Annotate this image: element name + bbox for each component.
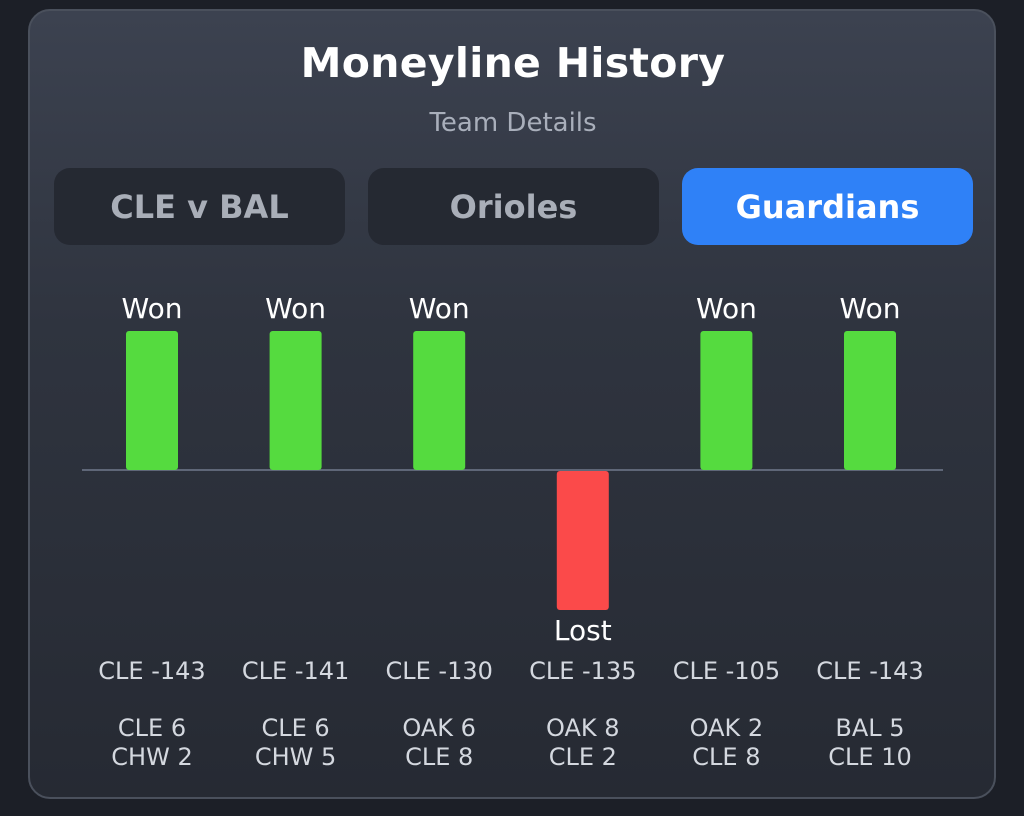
bar-won <box>126 331 178 470</box>
result-label: Won <box>840 292 901 325</box>
moneyline-history-card: Moneyline History Team Details CLE v BAL… <box>28 9 996 799</box>
score-bottom: CHW 5 <box>255 743 336 771</box>
bar-won <box>844 331 896 470</box>
score-top: CLE 6 <box>261 714 329 742</box>
moneyline-label: CLE -143 <box>816 657 923 685</box>
moneyline-label: CLE -141 <box>242 657 349 685</box>
result-label: Won <box>265 292 326 325</box>
bar-lost <box>556 471 609 610</box>
moneyline-label: CLE -130 <box>386 657 493 685</box>
score-bottom: CLE 8 <box>692 743 760 771</box>
bar-won <box>413 331 466 470</box>
tab-label: Orioles <box>449 187 578 226</box>
tab-label: CLE v BAL <box>110 187 289 226</box>
moneyline-label: CLE -143 <box>98 657 205 685</box>
tab-guardians[interactable]: Guardians <box>682 168 973 245</box>
score-bottom: CHW 2 <box>111 743 192 771</box>
moneyline-label: CLE -135 <box>529 657 636 685</box>
score-top: CLE 6 <box>118 714 186 742</box>
card-title: Moneyline History <box>300 39 726 87</box>
card-subtitle: Team Details <box>429 108 597 138</box>
result-label: Won <box>696 292 757 325</box>
score-bottom: CLE 2 <box>549 743 617 771</box>
score-top: OAK 2 <box>690 714 764 742</box>
tab-orioles[interactable]: Orioles <box>368 168 659 245</box>
result-label: Won <box>122 292 183 325</box>
score-top: OAK 6 <box>402 714 476 742</box>
result-label: Lost <box>554 614 612 647</box>
score-bottom: CLE 8 <box>405 743 473 771</box>
result-label: Won <box>409 292 470 325</box>
moneyline-label: CLE -105 <box>673 657 780 685</box>
tab-label: Guardians <box>735 187 920 226</box>
score-top: OAK 8 <box>546 714 620 742</box>
score-bottom: CLE 10 <box>828 743 911 771</box>
tab-cle-v-bal[interactable]: CLE v BAL <box>54 168 345 245</box>
bar-won <box>269 331 322 470</box>
bar-won <box>700 331 753 470</box>
score-top: BAL 5 <box>835 714 904 742</box>
